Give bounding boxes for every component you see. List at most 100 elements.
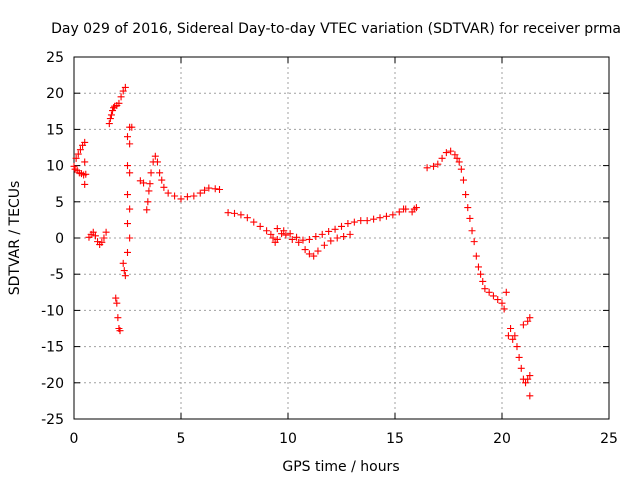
y-tick-label: -15 [41,340,64,356]
data-point [312,233,320,241]
data-point [286,230,294,238]
y-tick-label: -10 [41,303,64,319]
data-point [389,211,397,219]
data-point [267,230,275,238]
data-point [263,227,271,235]
data-point [462,191,470,199]
y-tick-label: 5 [55,195,64,211]
data-point [524,375,532,383]
data-point [269,234,277,242]
data-point [515,353,523,361]
data-point [442,149,450,157]
data-point [177,195,185,203]
data-point [128,123,136,131]
data-point [115,99,123,107]
data-point [327,237,335,245]
data-point [526,392,534,400]
data-point [147,169,155,177]
data-point [395,208,403,216]
data-point [466,214,474,222]
data-point [201,186,209,194]
y-axis-label: SDTVAR / TECUs [7,181,23,296]
data-point [370,215,378,223]
data-point [126,169,134,177]
data-point [146,180,154,188]
data-point [72,154,80,162]
data-point [526,372,534,380]
data-point [305,250,313,258]
data-point [507,325,515,332]
data-point [160,183,168,191]
y-tick-label: 15 [46,122,64,138]
y-tick-label: 25 [46,50,64,66]
data-point [494,296,502,304]
data-point [171,192,179,200]
data-point [81,138,89,146]
grid [74,57,609,419]
data-point [126,140,134,148]
data-point [310,252,318,260]
axis-ticks [73,56,610,420]
data-point [237,211,245,219]
data-point [346,230,354,238]
data-point [124,191,131,199]
data-points [70,83,534,400]
data-point [145,187,153,195]
data-point [519,321,527,329]
data-point [344,220,352,228]
data-point [314,247,322,255]
data-point [457,165,465,173]
data-point [158,176,166,184]
y-tick-label: 10 [46,159,64,175]
data-point [126,205,134,213]
data-point [382,212,390,220]
data-point [153,158,161,166]
data-point [70,162,78,170]
data-point [124,220,131,228]
data-point [100,234,108,242]
data-point [121,272,129,280]
data-point [116,327,124,335]
data-point [224,209,232,217]
data-point [89,228,97,236]
data-point [509,335,517,343]
y-tick-label: -5 [50,267,64,283]
data-point [98,238,106,246]
data-point [468,227,476,235]
x-tick-label: 25 [600,431,618,447]
data-point [325,227,333,235]
data-point [331,225,339,233]
y-tick-labels: -25 -20 -15 -10 -5 0 5 10 15 20 25 [41,50,64,428]
data-point [524,317,532,325]
data-point [472,252,480,260]
data-point [280,227,288,235]
y-tick-label: -20 [41,376,64,392]
x-tick-label: 10 [279,431,297,447]
data-point [211,185,219,193]
data-point [205,184,213,192]
data-point [338,222,345,230]
x-tick-label: 0 [70,431,79,447]
y-tick-label: 0 [55,231,64,247]
data-point [126,234,134,242]
data-point [459,176,467,184]
data-point [102,228,110,236]
chart-title: Day 029 of 2016, Sidereal Day-to-day VTE… [51,21,621,37]
data-point [190,192,198,200]
data-point [76,146,84,154]
data-point [273,235,281,243]
data-point [196,189,204,197]
data-point [124,133,131,141]
data-point [438,154,446,162]
y-tick-label: 20 [46,86,64,102]
data-point [481,285,489,293]
data-point [489,292,497,300]
data-point [120,267,128,275]
data-point [511,332,519,340]
data-point [112,294,120,302]
data-point [243,214,251,222]
data-point [402,205,410,213]
data-point [114,314,122,322]
data-point [455,158,463,166]
data-point [500,305,508,313]
